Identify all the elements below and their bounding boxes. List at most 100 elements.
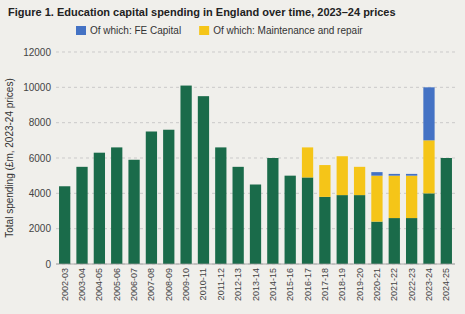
x-tick-label: 2011-12 — [216, 268, 226, 300]
bar-segment — [406, 174, 417, 176]
grid-line — [56, 87, 455, 88]
bar-segment — [423, 193, 434, 264]
bar-segment — [128, 160, 139, 264]
x-tick-label: 2023-24 — [424, 268, 434, 301]
y-axis-label: Total spending (£m, 2023-24 prices) — [4, 78, 15, 238]
bar-segment — [302, 147, 313, 177]
bar-segment — [319, 165, 330, 197]
x-tick-label: 2014-15 — [268, 268, 278, 301]
bar-segment — [76, 166, 87, 167]
x-tick-label: 2008-09 — [164, 268, 174, 301]
bar-segment — [319, 165, 330, 166]
bar-segment — [59, 186, 70, 264]
bar-segment — [111, 147, 122, 264]
bar-segment — [337, 195, 348, 264]
bar-segment — [146, 131, 157, 132]
bar-segment — [250, 185, 261, 265]
bar-segment — [233, 166, 244, 167]
grid-line — [56, 264, 455, 265]
x-tick-label: 2022-23 — [407, 268, 417, 301]
bar-segment — [337, 156, 348, 195]
legend-label: Of which: FE Capital — [90, 25, 181, 36]
bar-segment — [354, 167, 365, 195]
x-tick-label: 2003-04 — [77, 268, 87, 301]
bar-segment — [128, 159, 139, 160]
bar-segment — [354, 195, 365, 264]
bars — [59, 86, 452, 264]
bar-segment — [180, 86, 191, 264]
bar-segment — [319, 197, 330, 264]
x-tick-label: 2013-14 — [251, 268, 261, 301]
bar-segment — [198, 96, 209, 97]
bar-segment — [180, 85, 191, 86]
bar-segment — [267, 158, 278, 159]
x-tick-label: 2007-08 — [146, 268, 156, 301]
bar-segment — [267, 158, 278, 159]
bar-segment — [163, 129, 174, 130]
x-tick-label: 2020-21 — [372, 268, 382, 301]
y-tick-label: 0 — [45, 259, 51, 270]
bar-segment — [198, 96, 209, 97]
bar-segment — [198, 96, 209, 264]
bar-segment — [94, 153, 105, 264]
bar-segment — [441, 158, 452, 159]
x-tick-label: 2017-18 — [320, 268, 330, 301]
bar-segment — [76, 167, 87, 264]
bar-segment — [441, 158, 452, 264]
x-tick-label: 2010-11 — [198, 268, 208, 300]
y-tick-label: 6000 — [29, 153, 52, 164]
bar-segment — [371, 222, 382, 264]
bar-segment — [59, 186, 70, 187]
bar-segment — [111, 147, 122, 148]
bar-segment — [285, 175, 296, 176]
bar-segment — [146, 131, 157, 132]
bar-segment — [233, 167, 244, 264]
bar-segment — [215, 147, 226, 148]
bar-segment — [267, 158, 278, 264]
bar-segment — [389, 174, 400, 176]
chart: Figure 1. Education capital spending in … — [0, 0, 465, 314]
legend-label: Of which: Maintenance and repair — [213, 25, 363, 36]
bar-segment — [337, 156, 348, 157]
bar-segment — [215, 147, 226, 148]
bar-segment — [406, 218, 417, 264]
x-tick-label: 2004-05 — [94, 268, 104, 301]
bar-segment — [441, 158, 452, 159]
bar-segment — [163, 129, 174, 130]
bar-segment — [250, 184, 261, 185]
bar-segment — [423, 87, 434, 140]
bar-segment — [94, 152, 105, 153]
bar-segment — [76, 166, 87, 167]
x-axis-line — [56, 264, 455, 265]
bar-segment — [354, 166, 365, 167]
bar-segment — [389, 218, 400, 264]
bar-segment — [389, 176, 400, 218]
x-tick-label: 2006-07 — [129, 268, 139, 301]
bar-segment — [406, 176, 417, 218]
bar-segment — [128, 159, 139, 160]
bar-segment — [163, 130, 174, 264]
bar-segment — [302, 177, 313, 264]
bar-segment — [146, 132, 157, 265]
legend-swatch — [199, 26, 209, 35]
grid-line — [56, 52, 455, 53]
bar-segment — [250, 184, 261, 185]
x-tick-label: 2016-17 — [303, 268, 313, 301]
x-tick-label: 2021-22 — [389, 268, 399, 301]
bar-segment — [302, 147, 313, 148]
x-tick-label: 2012-13 — [233, 268, 243, 301]
bar-segment — [215, 147, 226, 264]
bar-segment — [371, 176, 382, 222]
bar-segment — [233, 166, 244, 167]
bar-segment — [285, 176, 296, 264]
x-tick-label: 2024-25 — [441, 268, 451, 301]
y-tick-label: 12000 — [23, 47, 51, 58]
x-tick-label: 2019-20 — [355, 268, 365, 301]
bar-segment — [180, 85, 191, 86]
x-tick-label: 2015-16 — [285, 268, 295, 301]
y-tick-label: 10000 — [23, 82, 51, 93]
bar-segment — [285, 175, 296, 176]
x-tick-label: 2002-03 — [60, 268, 70, 301]
grid-line — [56, 122, 455, 123]
y-tick-label: 8000 — [29, 117, 52, 128]
